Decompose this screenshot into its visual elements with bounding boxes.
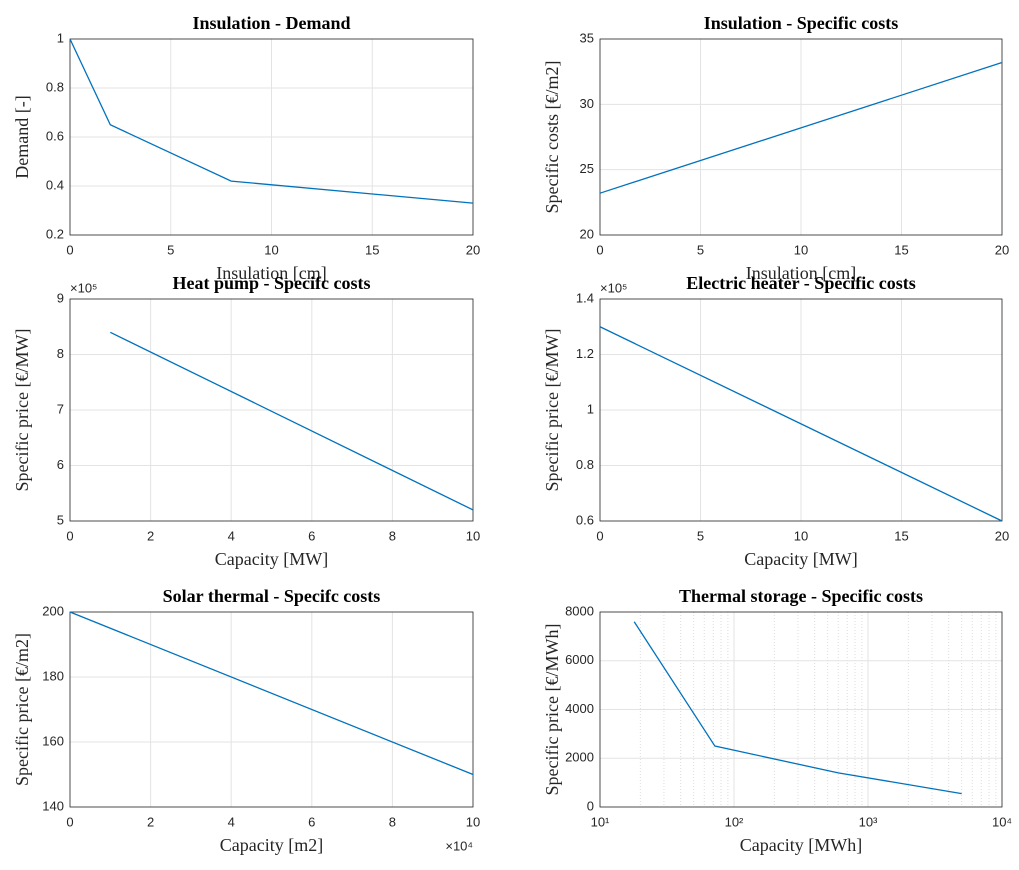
- y-tick-label: 0: [587, 798, 594, 813]
- x-tick-label: 5: [697, 528, 704, 543]
- x-tick-label: 0: [66, 528, 73, 543]
- y-axis-label: Specific price [€/m2]: [12, 633, 32, 786]
- line: [110, 331, 474, 511]
- y-tick-label: 35: [580, 30, 594, 45]
- y-tick-label: 8000: [565, 603, 594, 618]
- y-axis-label: Specific price [€/MW]: [12, 329, 32, 492]
- x-tick-label: 6: [308, 814, 315, 829]
- x-tick-label: 15: [365, 242, 379, 257]
- x-tick-label: 10: [466, 814, 480, 829]
- axes-box: [599, 38, 1003, 236]
- y-tick-label: 0.4: [46, 177, 64, 192]
- y-tick-label: 200: [42, 603, 64, 618]
- x-axis-label: Insulation [cm]: [216, 263, 326, 283]
- x-tick-label: 4: [228, 814, 235, 829]
- x-tick-label: 0: [66, 814, 73, 829]
- y-tick-label: 8: [57, 346, 64, 361]
- y-tick-label: 140: [42, 798, 64, 813]
- x-tick-label: 2: [147, 528, 154, 543]
- line: [633, 621, 962, 795]
- y-exponent: ×10⁵: [600, 280, 627, 295]
- chart-title: Solar thermal - Specifc costs: [163, 586, 381, 606]
- x-tick-label: 6: [308, 528, 315, 543]
- chart-title: Thermal storage - Specific costs: [679, 586, 923, 606]
- y-tick-label: 1: [57, 30, 64, 45]
- x-tick-label: 8: [389, 814, 396, 829]
- x-axis-label: Capacity [MWh]: [740, 835, 862, 855]
- y-tick-label: 7: [57, 401, 64, 416]
- y-axis-label: Specific costs [€/m2]: [542, 61, 562, 214]
- line: [599, 326, 1003, 522]
- y-tick-label: 1: [587, 401, 594, 416]
- x-tick-label: 0: [596, 242, 603, 257]
- y-tick-label: 6000: [565, 652, 594, 667]
- x-tick-label: 2: [147, 814, 154, 829]
- y-exponent: ×10⁵: [70, 280, 97, 295]
- y-tick-label: 0.8: [576, 457, 594, 472]
- line: [69, 611, 474, 776]
- y-tick-label: 0.6: [576, 512, 594, 527]
- x-tick-label: 5: [167, 242, 174, 257]
- plot-area: [70, 612, 473, 807]
- x-axis-label: Capacity [MW]: [215, 549, 328, 569]
- x-tick-label: 10³: [859, 814, 878, 829]
- y-tick-label: 9: [57, 290, 64, 305]
- y-tick-label: 0.6: [46, 128, 64, 143]
- x-tick-label: 10: [466, 528, 480, 543]
- x-axis-label: Capacity [m2]: [220, 835, 323, 855]
- chart-title: Electric heater - Specific costs: [686, 273, 916, 293]
- x-tick-label: 15: [894, 242, 908, 257]
- chart-title: Insulation - Demand: [192, 13, 350, 33]
- y-tick-label: 25: [580, 161, 594, 176]
- x-tick-label: 10²: [725, 814, 744, 829]
- axes-box: [69, 611, 474, 808]
- axes-box: [69, 298, 474, 522]
- y-axis-label: Specific price [€/MW]: [542, 329, 562, 492]
- line: [69, 38, 474, 204]
- x-tick-label: 10¹: [591, 814, 610, 829]
- y-tick-label: 20: [580, 226, 594, 241]
- x-tick-label: 10: [794, 528, 808, 543]
- x-tick-label: 20: [995, 242, 1009, 257]
- y-tick-label: 30: [580, 96, 594, 111]
- x-axis-label: Capacity [MW]: [744, 549, 857, 569]
- x-tick-label: 10: [794, 242, 808, 257]
- y-tick-label: 1.2: [576, 346, 594, 361]
- line: [599, 61, 1003, 194]
- x-tick-label: 4: [228, 528, 235, 543]
- y-tick-label: 4000: [565, 701, 594, 716]
- x-exponent: ×10⁴: [445, 838, 473, 853]
- axes-box: [69, 38, 474, 236]
- y-tick-label: 2000: [565, 750, 594, 765]
- y-tick-label: 180: [42, 668, 64, 683]
- x-tick-label: 20: [466, 242, 480, 257]
- y-axis-label: Specific price [€/MWh]: [542, 624, 562, 796]
- y-tick-label: 160: [42, 733, 64, 748]
- x-tick-label: 10: [264, 242, 278, 257]
- x-tick-label: 0: [596, 528, 603, 543]
- axes-box: [599, 298, 1003, 522]
- x-tick-label: 15: [894, 528, 908, 543]
- chart-title: Heat pump - Specifc costs: [173, 273, 371, 293]
- chart-title: Insulation - Specific costs: [704, 13, 899, 33]
- y-tick-label: 6: [57, 457, 64, 472]
- y-tick-label: 0.8: [46, 79, 64, 94]
- axes-box: [599, 611, 1003, 808]
- y-tick-label: 1.4: [576, 290, 594, 305]
- y-tick-label: 0.2: [46, 226, 64, 241]
- x-tick-label: 10⁴: [992, 814, 1012, 829]
- y-axis-label: Demand [-]: [12, 95, 32, 178]
- x-tick-label: 0: [66, 242, 73, 257]
- y-tick-label: 5: [57, 512, 64, 527]
- x-axis-label: Insulation [cm]: [746, 263, 856, 283]
- x-tick-label: 5: [697, 242, 704, 257]
- x-tick-label: 20: [995, 528, 1009, 543]
- x-tick-label: 8: [389, 528, 396, 543]
